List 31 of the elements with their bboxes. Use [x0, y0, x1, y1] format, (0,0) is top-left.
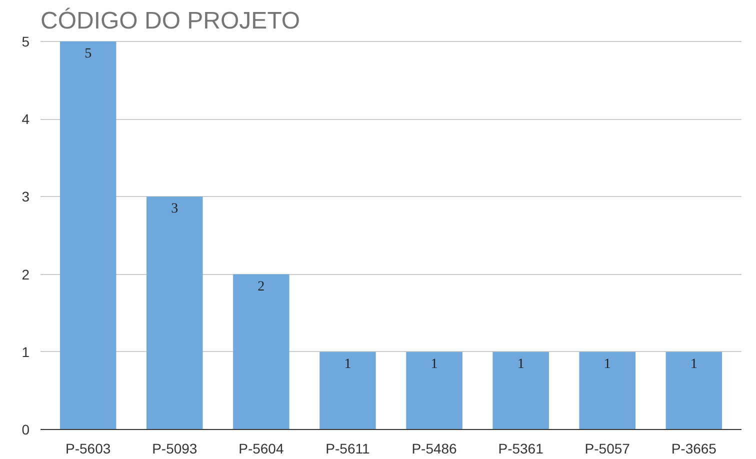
chart-title: CÓDIGO DO PROJETO	[40, 8, 300, 34]
x-tick-label: P-5603	[66, 440, 111, 456]
data-label: 1	[517, 356, 524, 372]
bar	[146, 196, 203, 430]
y-tick-label: 1	[22, 344, 30, 360]
y-tick-label: 2	[22, 266, 30, 282]
bar	[233, 274, 290, 430]
bar	[492, 352, 549, 430]
data-label: 5	[84, 46, 92, 62]
x-tick-label: P-3665	[671, 440, 717, 456]
y-tick-label: 3	[22, 188, 30, 205]
y-tick-label: 4	[22, 111, 30, 128]
y-tick-label: 0	[22, 422, 30, 438]
bar	[60, 41, 116, 430]
data-label: 1	[430, 356, 438, 372]
x-tick-label: P-5486	[412, 440, 458, 456]
x-tick-label: P-5604	[238, 440, 284, 456]
x-tick-label: P-5611	[326, 440, 370, 456]
data-label: 2	[258, 279, 265, 294]
x-tick-label: P-5057	[584, 440, 630, 456]
bar	[320, 352, 376, 430]
data-label: 1	[344, 356, 352, 372]
x-tick-label: P-5093	[152, 440, 198, 456]
x-tick-label: P-5361	[498, 440, 544, 456]
bar	[666, 352, 722, 430]
data-label: 1	[604, 356, 611, 372]
y-tick-label: 5	[22, 33, 30, 50]
data-label: 3	[171, 202, 178, 217]
bar	[579, 352, 636, 430]
data-label: 1	[690, 356, 698, 372]
bar	[406, 352, 462, 430]
